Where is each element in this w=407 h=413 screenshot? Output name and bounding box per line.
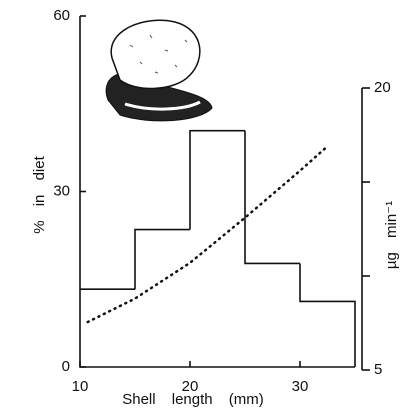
bar (299, 263, 356, 367)
x-tick-label: 30 (292, 378, 309, 395)
x-tick-label: 10 (72, 378, 89, 395)
bar (134, 228, 190, 290)
y-tick-label: 60 (53, 7, 70, 24)
y2-axis-label: µg min⁻¹ (383, 201, 400, 269)
x-axis-label: Shell length (mm) (122, 391, 264, 408)
y-axis-label: % in diet (31, 155, 48, 233)
x-tick-label: 20 (182, 378, 199, 395)
y-tick-label: 30 (53, 182, 70, 199)
y2-tick-label: 20 (374, 79, 391, 96)
y2-tick-label: 5 (374, 361, 382, 378)
y-tick-label: 0 (62, 358, 70, 375)
shell-illustration (105, 19, 213, 122)
dotted-line (86, 145, 329, 324)
bar (189, 129, 245, 230)
bar (244, 130, 300, 265)
